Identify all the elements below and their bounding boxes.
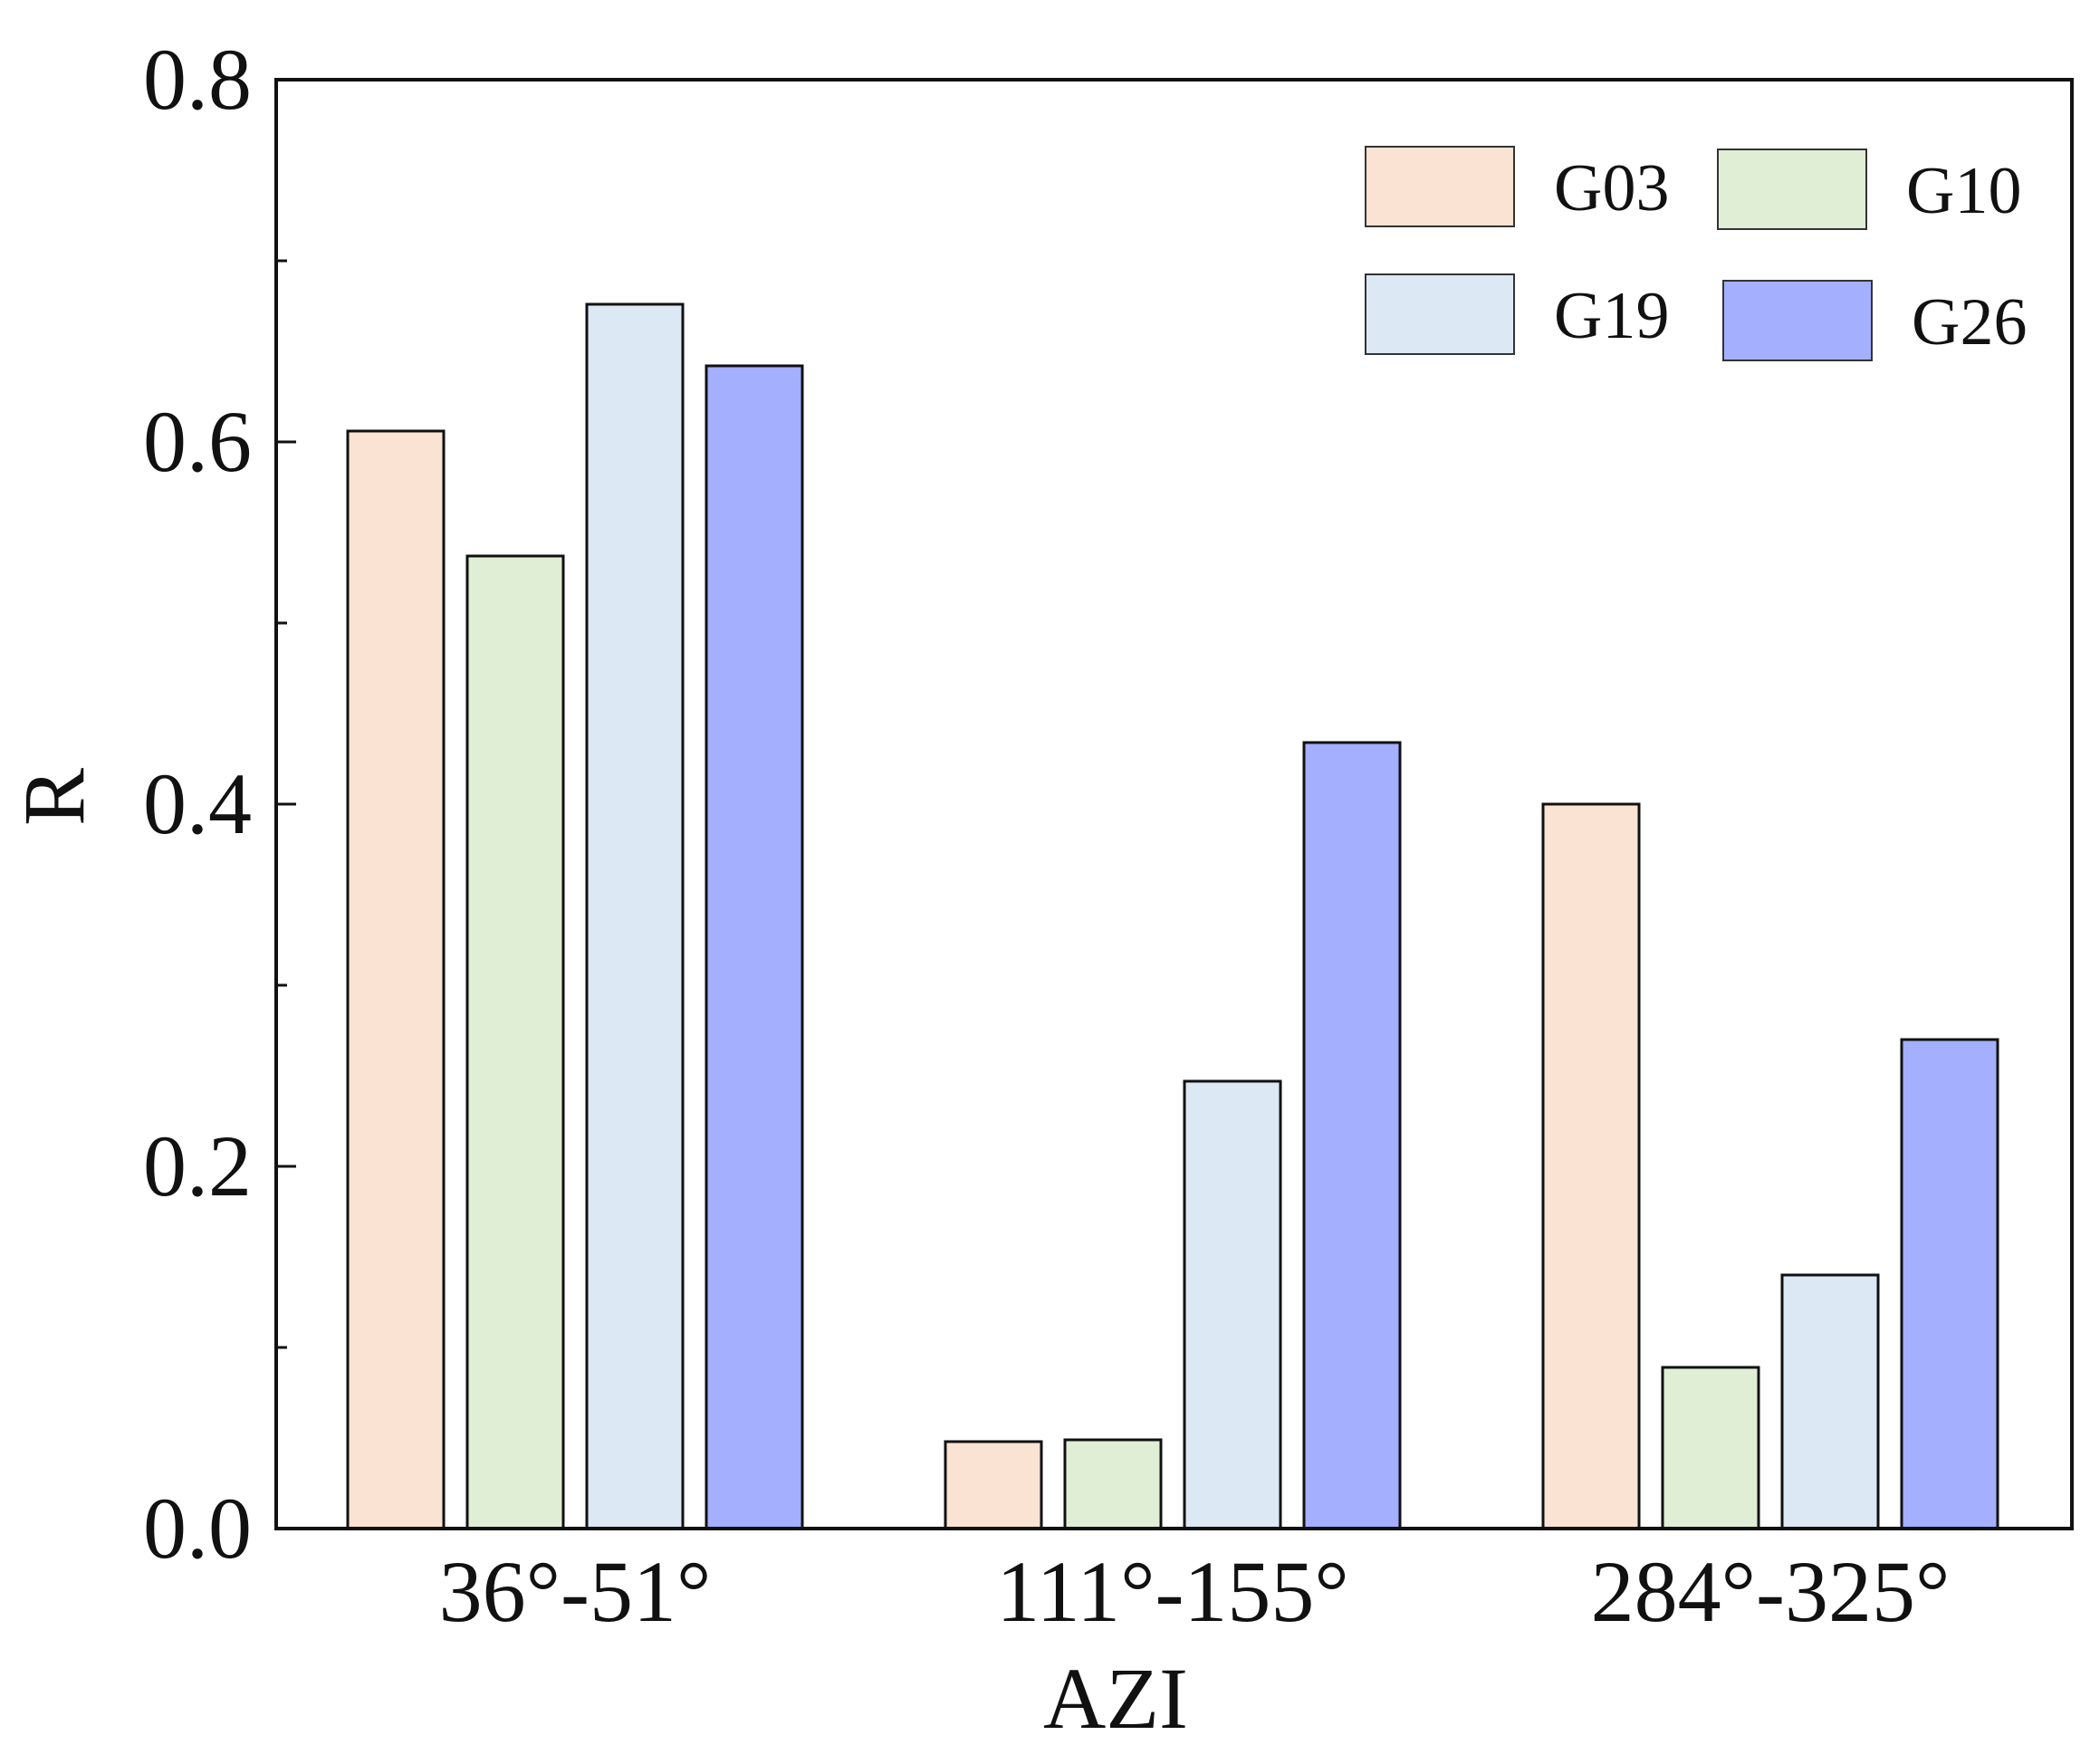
legend-swatch-g19 [1365,273,1515,355]
bar-g19-3 [1780,1273,1880,1530]
y-axis-title: R [5,768,102,826]
x-axis-title: AZI [1043,1650,1188,1747]
x-category-label: 284°-325° [1591,1543,1951,1640]
bar-g26-3 [1900,1038,1999,1530]
bar-g26-1 [705,364,804,1530]
y-tick-label: 0.4 [143,755,252,852]
legend-label-g26: G26 [1912,285,2027,360]
bar-g10-3 [1661,1366,1760,1530]
bar-g19-1 [585,302,685,1530]
bar-g26-2 [1302,741,1402,1530]
y-tick-label: 0.0 [143,1480,252,1577]
bar-g19-2 [1183,1079,1282,1530]
bar-g03-1 [346,429,446,1530]
bar-g10-2 [1063,1438,1163,1530]
legend-swatch-g10 [1717,149,1867,230]
x-category-label: 111°-155° [996,1543,1349,1640]
legend-label-g19: G19 [1554,279,1669,353]
bar-g03-3 [1541,802,1641,1530]
legend-label-g10: G10 [1906,154,2021,228]
bar-g10-1 [465,554,565,1530]
x-category-label: 36°-51° [439,1543,712,1640]
y-tick-label: 0.2 [143,1117,252,1214]
y-tick-label: 0.8 [143,31,252,128]
y-tick-label: 0.6 [143,393,252,490]
axes-layer: 0.0 0.2 0.4 0.6 0.8 36°-51° 111°-155° 284°-325° [143,31,2074,1640]
legend-label-g03: G03 [1554,151,1669,225]
bars-layer [346,302,1999,1530]
bar-g03-2 [944,1440,1043,1530]
legend-swatch-g03 [1365,146,1515,227]
legend: G03 G10 G19 G26 [1365,146,2027,361]
legend-swatch-g26 [1722,280,1873,361]
